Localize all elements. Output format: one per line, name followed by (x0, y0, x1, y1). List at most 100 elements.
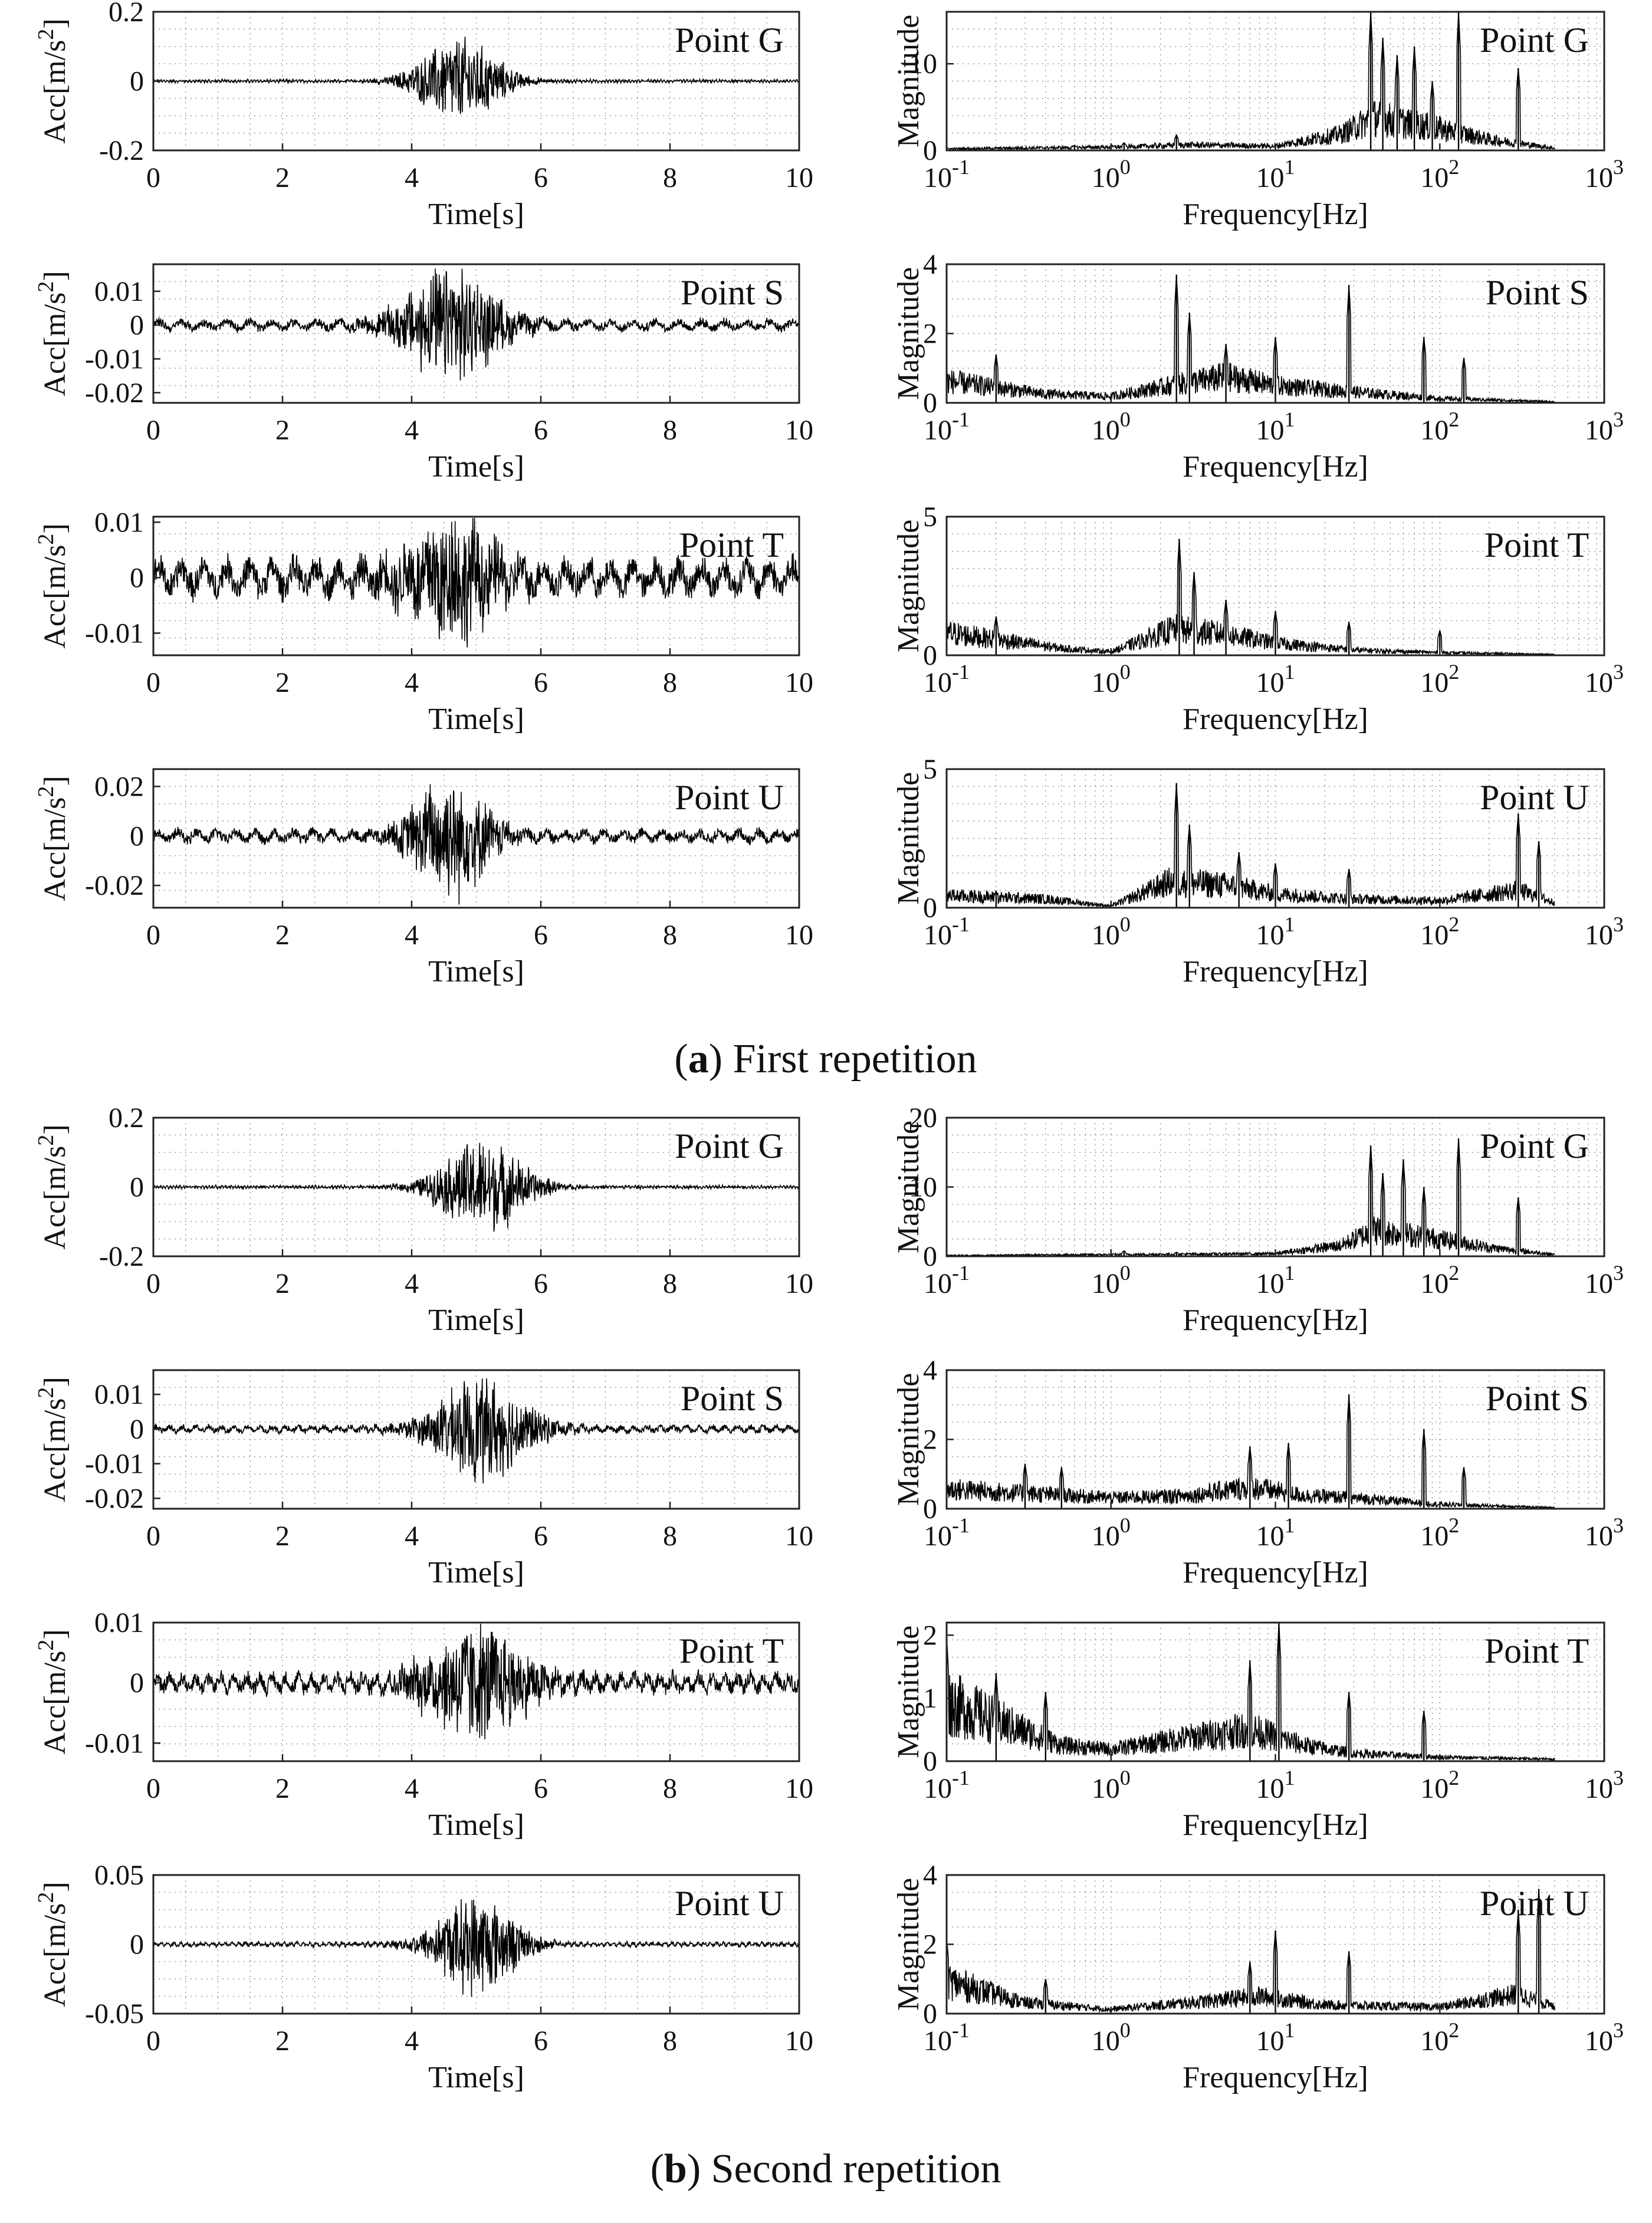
y-tick-label: 0.02 (94, 771, 144, 802)
acc-series-line (153, 518, 800, 648)
y-axis-label: Acc[m/s2] (34, 271, 72, 396)
x-axis-label: Time[s] (428, 1303, 524, 1337)
x-tick-label: 10-1 (924, 155, 970, 193)
caption-b: (b) Second repetition (651, 2146, 1001, 2192)
y-tick-label: 5 (923, 501, 937, 533)
y-tick-label: 0 (130, 1172, 144, 1203)
y-tick-label: 0 (130, 1414, 144, 1445)
panel-title: Point T (679, 1631, 784, 1670)
x-tick-label: 4 (405, 1521, 419, 1552)
y-tick-label: -0.01 (85, 1449, 144, 1480)
x-tick-label: 10-1 (924, 1766, 970, 1804)
x-tick-label: 8 (663, 1773, 677, 1804)
x-axis-label: Frequency[Hz] (1183, 955, 1368, 989)
y-axis-label: Acc[m/s2] (34, 1377, 72, 1502)
x-tick-label: 101 (1256, 408, 1295, 446)
panel-title: Point S (681, 1379, 784, 1418)
x-tick-label: 10 (785, 415, 813, 446)
panel-title: Point S (1486, 1379, 1589, 1418)
x-tick-label: 10 (785, 920, 813, 951)
y-axis-label: Acc[m/s2] (34, 1124, 72, 1250)
acc-series-line (153, 37, 800, 114)
y-tick-label: 0 (130, 1667, 144, 1699)
x-tick-label: 103 (1585, 1513, 1624, 1552)
x-tick-label: 4 (405, 162, 419, 193)
panel-title: Point U (675, 778, 784, 817)
x-tick-label: 2 (275, 162, 290, 193)
chart-a-point-g-freq: 0 10 10-1 100 101 102 103 Frequency[Hz] Magnitud… (892, 11, 1624, 231)
x-axis-label: Time[s] (428, 198, 524, 231)
plot-border (152, 768, 800, 909)
y-tick-label: 4 (923, 1860, 937, 1891)
y-tick-label: 0 (130, 66, 144, 97)
y-axis-label: Magnitude (892, 15, 925, 147)
x-tick-label: 0 (146, 415, 160, 446)
x-tick-label: 100 (1092, 1261, 1131, 1299)
panel-title: Point T (1484, 1631, 1589, 1670)
x-tick-label: 103 (1585, 1261, 1624, 1299)
panel-title: Point G (675, 1127, 784, 1165)
x-tick-label: 6 (534, 415, 548, 446)
x-tick-label: 103 (1585, 408, 1624, 446)
x-tick-label: 8 (663, 2025, 677, 2057)
x-tick-label: 103 (1585, 660, 1624, 698)
x-tick-label: 10-1 (924, 408, 970, 446)
x-tick-label: 101 (1256, 1513, 1295, 1552)
x-tick-label: 102 (1420, 2018, 1459, 2057)
x-tick-label: 2 (275, 1521, 290, 1552)
y-axis-label: Acc[m/s2] (34, 18, 72, 144)
chart-b-point-s-time: -0.02-0.01 0 0.01 0 2 4 6 8 10 Time[s] Acc[m/s2] Po… (34, 1369, 813, 1590)
y-axis-label: Magnitude (892, 1878, 925, 2011)
y-tick-label: 0 (923, 1493, 937, 1525)
y-tick-label: 20 (909, 1102, 937, 1134)
x-tick-label: 10 (785, 1268, 813, 1299)
y-tick-label: 2 (923, 1620, 937, 1651)
x-tick-label: 8 (663, 920, 677, 951)
magnitude-series-line (946, 783, 1555, 908)
x-tick-label: 0 (146, 2025, 160, 2057)
x-axis-label: Frequency[Hz] (1183, 450, 1368, 484)
plot-border (152, 263, 800, 404)
y-tick-label: 10 (909, 48, 937, 80)
acc-series-line (153, 1623, 800, 1739)
acc-series-line (153, 1378, 800, 1484)
x-tick-label: 6 (534, 667, 548, 698)
x-axis-label: Frequency[Hz] (1183, 2061, 1368, 2094)
x-tick-label: 100 (1092, 2018, 1131, 2057)
x-axis-label: Frequency[Hz] (1183, 1556, 1368, 1590)
x-tick-label: 8 (663, 1521, 677, 1552)
x-tick-label: 102 (1420, 408, 1459, 446)
chart-a-point-t-freq: 0 5 10-1 100 101 102 103 Frequency[Hz] Magnitude… (892, 501, 1624, 736)
x-tick-label: 10 (785, 2025, 813, 2057)
x-tick-label: 4 (405, 667, 419, 698)
x-tick-label: 101 (1256, 912, 1295, 951)
acc-series-line (153, 268, 800, 381)
panel-title: Point G (675, 21, 784, 60)
x-tick-label: 2 (275, 2025, 290, 2057)
x-tick-label: 101 (1256, 1261, 1295, 1299)
x-tick-label: 101 (1256, 660, 1295, 698)
magnitude-series-line (946, 275, 1555, 404)
y-tick-label: 0 (923, 640, 937, 671)
x-tick-label: 8 (663, 667, 677, 698)
x-tick-label: 103 (1585, 912, 1624, 951)
y-axis-label: Magnitude (892, 1373, 925, 1506)
y-tick-label: 0.01 (94, 276, 144, 307)
x-tick-label: 4 (405, 2025, 419, 2057)
panel-title: Point U (1480, 1884, 1589, 1923)
x-tick-label: 8 (663, 162, 677, 193)
x-tick-label: 2 (275, 1268, 290, 1299)
x-tick-label: 4 (405, 1773, 419, 1804)
y-tick-label: 0.2 (109, 1102, 144, 1134)
chart-b-point-s-freq: 0 2 4 10-1 100 101 102 103 Frequency[Hz] Magnitud… (892, 1355, 1624, 1590)
x-tick-label: 102 (1420, 660, 1459, 698)
panel-title: Point G (1480, 1127, 1589, 1165)
y-tick-label: 0.01 (94, 507, 144, 538)
x-axis-label: Frequency[Hz] (1183, 1808, 1368, 1842)
y-tick-label: 0 (923, 1241, 937, 1272)
plot-border (152, 1621, 800, 1762)
x-tick-label: 100 (1092, 660, 1131, 698)
